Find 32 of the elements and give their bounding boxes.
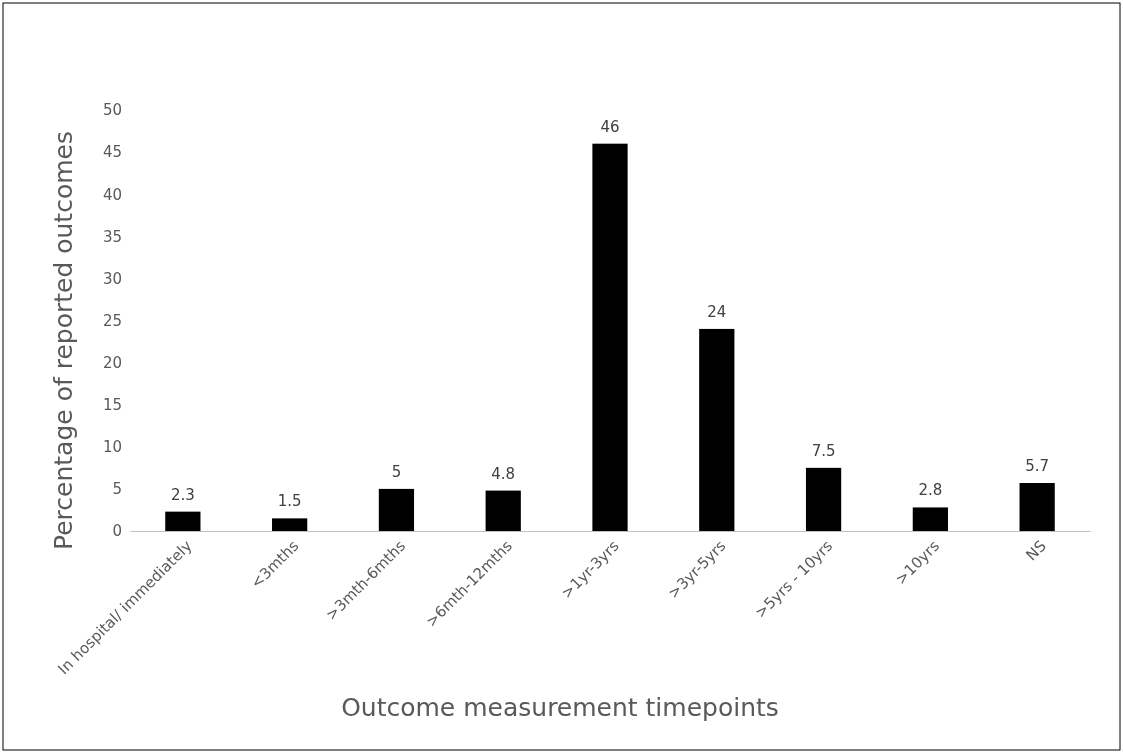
y-tick-label: 5 xyxy=(112,480,122,499)
bar xyxy=(699,328,735,531)
data-label: 5.7 xyxy=(1025,457,1050,476)
data-label: 1.5 xyxy=(277,492,302,511)
bar xyxy=(1019,483,1055,531)
bar xyxy=(272,518,308,531)
y-tick-label: 40 xyxy=(102,185,122,204)
y-tick-label: 0 xyxy=(112,522,122,541)
y-tick-label: 35 xyxy=(102,227,122,246)
x-axis-title: Outcome measurement timepoints xyxy=(341,693,779,722)
y-tick-label: 30 xyxy=(102,269,122,288)
y-tick-label: 15 xyxy=(102,396,122,414)
data-label: 24 xyxy=(707,302,727,321)
bar xyxy=(805,467,842,531)
bar xyxy=(485,490,521,531)
bar xyxy=(592,143,628,531)
y-axis-title: Percentage of reported outcomes xyxy=(49,131,78,550)
y-tick-label: 10 xyxy=(102,438,122,457)
y-tick-label: 50 xyxy=(102,101,122,120)
data-label: 4.8 xyxy=(491,464,516,483)
y-tick-label: 25 xyxy=(102,311,122,330)
bar xyxy=(912,507,948,531)
data-label: 5 xyxy=(391,462,402,481)
data-label: 2.8 xyxy=(918,481,943,500)
data-label: 46 xyxy=(600,117,620,136)
data-label: 7.5 xyxy=(811,441,836,460)
bar xyxy=(165,511,201,531)
y-tick-label: 45 xyxy=(102,143,122,162)
x-tick-label: NS xyxy=(1022,536,1050,565)
data-label: 2.3 xyxy=(170,485,195,504)
bar xyxy=(378,488,415,531)
y-tick-label: 20 xyxy=(102,353,122,372)
